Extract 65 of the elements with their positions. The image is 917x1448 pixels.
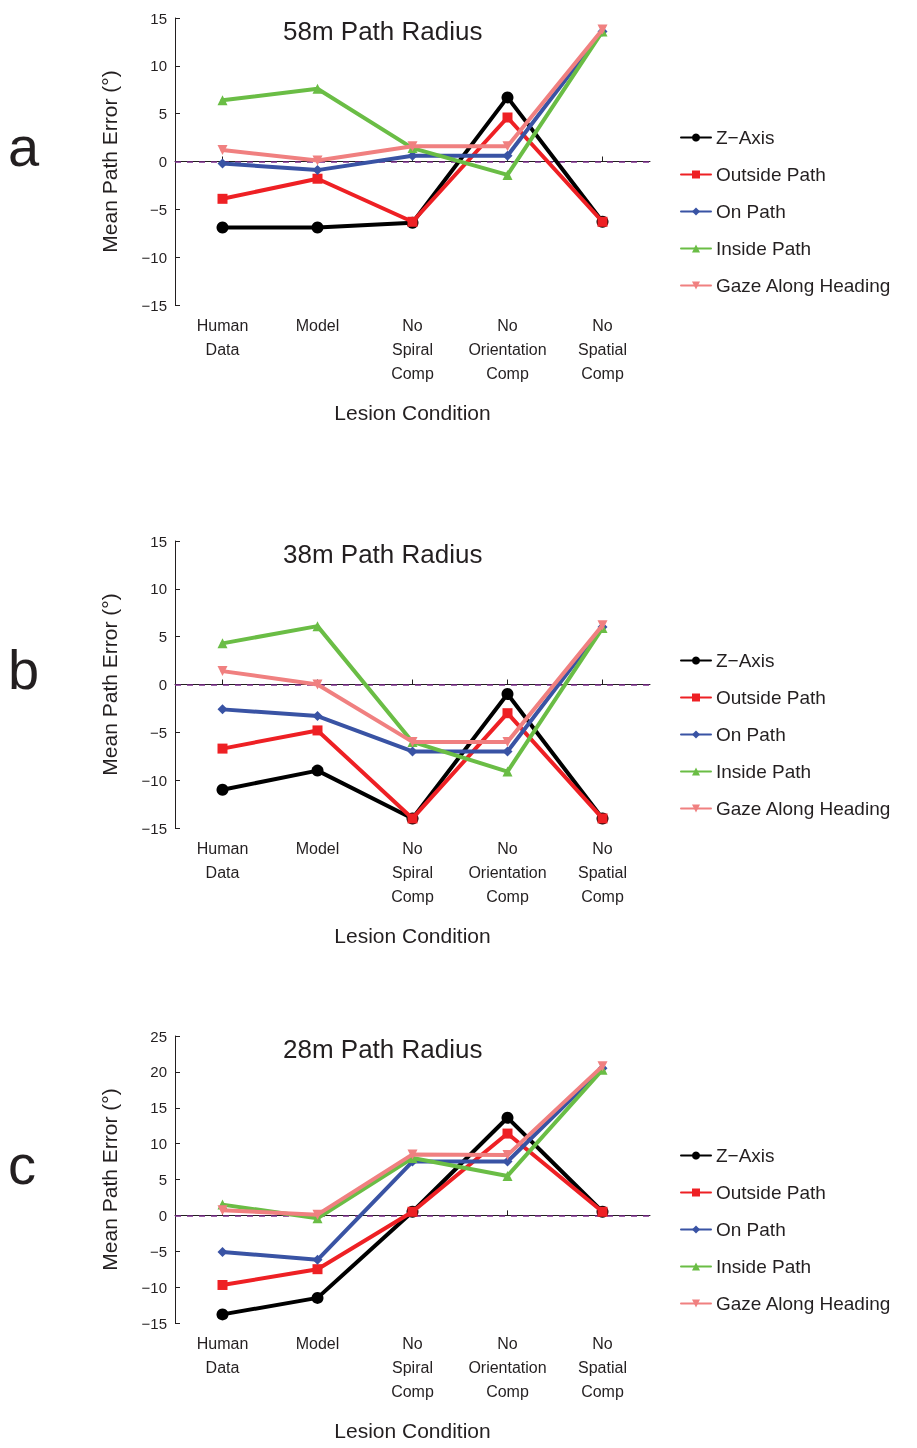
y-tick-label: −5 (149, 723, 167, 741)
x-axis-title: Lesion Condition (334, 924, 491, 947)
y-tick-label: 10 (150, 580, 167, 598)
chart-title: 58m Path Radius (283, 16, 483, 46)
text: a (8, 114, 40, 178)
x-tick-label: Model (295, 839, 340, 857)
y-tick-label: −15 (141, 819, 167, 837)
x-tick-label: No Orientation Comp (468, 316, 547, 382)
x-tick-label: Human Data (196, 839, 249, 881)
y-tick-label: 0 (158, 676, 167, 693)
legend-label: Inside Path (716, 238, 812, 259)
y-tick-label: −5 (149, 200, 167, 218)
legend-label: Gaze Along Heading (716, 1293, 891, 1314)
y-axis-title: Mean Path Error (°) (98, 593, 121, 776)
x-tick-label: No Orientation Comp (468, 1334, 547, 1400)
x-tick-label: Human Data (196, 316, 249, 358)
y-axis-title: Mean Path Error (°) (98, 70, 121, 253)
legend-label: Inside Path (716, 1256, 812, 1277)
legend-label: Outside Path (716, 164, 826, 185)
y-tick-label: −10 (141, 1278, 167, 1296)
x-tick-label: No Spatial Comp (578, 1334, 627, 1400)
y-tick-label: 5 (158, 1171, 167, 1188)
legend-label: Z−Axis (716, 127, 775, 148)
legend-label: On Path (716, 724, 786, 745)
y-tick-label: −10 (141, 248, 167, 266)
legend-label: Outside Path (716, 687, 826, 708)
y-tick-label: 15 (150, 9, 167, 27)
chart-title: 28m Path Radius (283, 1034, 483, 1064)
x-tick-label: Model (295, 316, 340, 334)
y-tick-label: 25 (150, 1027, 167, 1045)
legend-label: Gaze Along Heading (716, 275, 891, 296)
x-axis-title: Lesion Condition (334, 401, 491, 424)
x-tick-label: No Spiral Comp (391, 316, 434, 382)
x-tick-label: No Spatial Comp (578, 316, 627, 382)
y-tick-label: −15 (141, 1314, 167, 1332)
text: c (8, 1132, 36, 1196)
y-tick-label: −5 (149, 1242, 167, 1260)
x-tick-label: No Spiral Comp (391, 839, 434, 905)
x-tick-label: Human Data (196, 1334, 249, 1376)
x-tick-label: No Orientation Comp (468, 839, 547, 905)
y-tick-label: −10 (141, 771, 167, 789)
legend-label: Gaze Along Heading (716, 798, 891, 819)
x-tick-label: No Spiral Comp (391, 1334, 434, 1400)
chart-title: 38m Path Radius (283, 539, 483, 569)
y-tick-label: 0 (158, 153, 167, 170)
y-tick-label: 10 (150, 57, 167, 75)
legend-label: Inside Path (716, 761, 812, 782)
legend-label: On Path (716, 1219, 786, 1240)
y-tick-label: 10 (150, 1135, 167, 1153)
y-tick-label: 15 (150, 532, 167, 550)
x-tick-label: No Spatial Comp (578, 839, 627, 905)
y-tick-label: 5 (158, 628, 167, 646)
x-tick-label: Model (295, 1334, 340, 1352)
text: b (8, 637, 40, 701)
legend-label: Z−Axis (716, 650, 775, 671)
y-tick-label: −15 (141, 296, 167, 314)
y-tick-label: 0 (158, 1206, 167, 1224)
legend-label: On Path (716, 201, 786, 222)
y-tick-label: 15 (150, 1099, 167, 1117)
y-axis-title: Mean Path Error (°) (98, 1088, 121, 1271)
legend-label: Z−Axis (716, 1145, 775, 1166)
y-tick-label: 5 (158, 105, 167, 123)
legend-label: Outside Path (716, 1182, 826, 1203)
x-axis-title: Lesion Condition (334, 1419, 491, 1442)
y-tick-label: 20 (150, 1063, 167, 1081)
